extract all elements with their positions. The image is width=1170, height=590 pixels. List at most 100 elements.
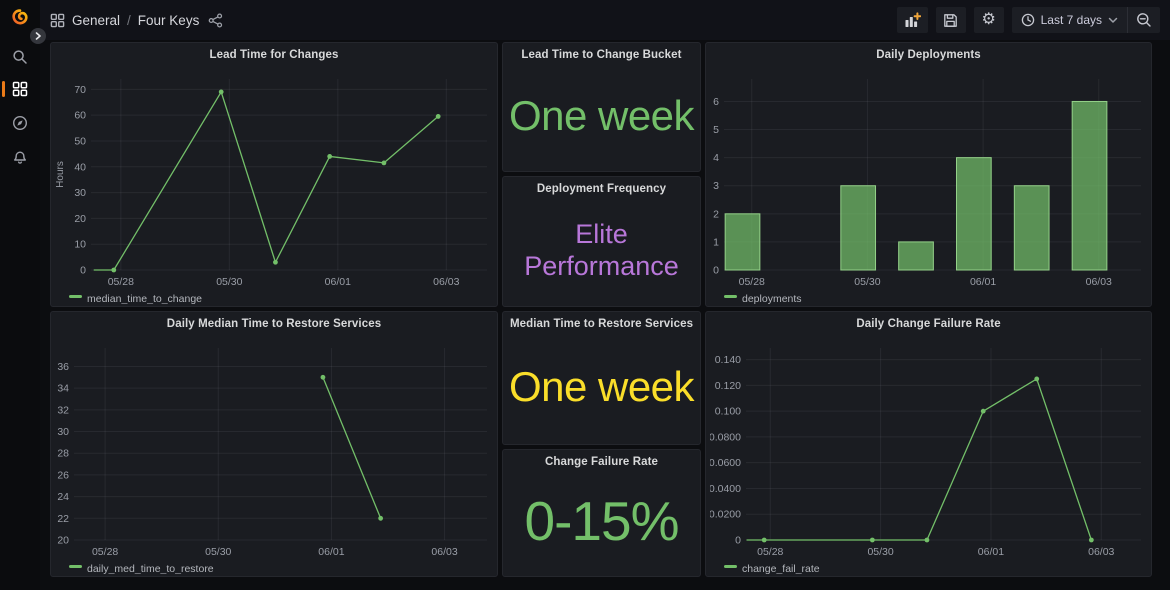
- svg-text:34: 34: [57, 383, 69, 395]
- svg-text:0.0600: 0.0600: [710, 457, 741, 469]
- daily-deployments-chart[interactable]: 05/28 05/30 06/01 06/03 0 1 2 3 4 5 6 deployments: [710, 67, 1147, 304]
- svg-text:30: 30: [74, 187, 86, 199]
- svg-text:06/03: 06/03: [431, 546, 457, 558]
- panel-title[interactable]: Change Failure Rate: [544, 456, 659, 468]
- clock-icon: [1021, 13, 1035, 27]
- svg-text:05/30: 05/30: [854, 276, 880, 288]
- svg-text:20: 20: [74, 213, 86, 225]
- divider: [1127, 7, 1128, 33]
- stat-value: 0-15%: [524, 490, 680, 553]
- breadcrumb-folder[interactable]: General: [72, 12, 121, 28]
- compass-icon: [12, 115, 28, 131]
- save-dashboard-button[interactable]: [935, 7, 966, 33]
- svg-text:32: 32: [57, 404, 69, 416]
- panel-title[interactable]: Median Time to Restore Services: [509, 318, 694, 330]
- panel-daily-change-failure-rate: Daily Change Failure Rate 05/28 05/30 06/0…: [705, 311, 1152, 577]
- panel-title[interactable]: Daily Deployments: [876, 49, 981, 61]
- gear-icon: ⚙: [981, 11, 996, 28]
- svg-text:06/01: 06/01: [970, 276, 996, 288]
- sidebar-item-search[interactable]: [0, 44, 40, 70]
- svg-text:06/03: 06/03: [433, 276, 459, 288]
- panel-lead-time-for-changes: Lead Time for Changes 05/28 05/30 06/01 06/…: [50, 42, 498, 307]
- sidebar-expand-button[interactable]: [30, 28, 46, 44]
- svg-text:4: 4: [713, 152, 719, 164]
- svg-text:change_fail_rate: change_fail_rate: [742, 563, 820, 574]
- svg-text:06/03: 06/03: [1086, 276, 1112, 288]
- stat-value: Elite Performance: [524, 219, 679, 281]
- sidebar-item-explore[interactable]: [0, 110, 40, 136]
- svg-text:0.0200: 0.0200: [710, 509, 741, 521]
- add-panel-icon: [904, 11, 921, 29]
- panel-lead-time-to-change-bucket: Lead Time to Change Bucket One week: [502, 42, 701, 172]
- time-range-picker[interactable]: Last 7 days: [1012, 7, 1127, 33]
- chevron-down-icon: [1108, 17, 1118, 24]
- dashboards-breadcrumb-icon: [50, 13, 65, 28]
- svg-text:0: 0: [80, 265, 86, 277]
- svg-text:30: 30: [57, 426, 69, 438]
- svg-text:60: 60: [74, 110, 86, 122]
- grafana-logo[interactable]: [10, 8, 30, 28]
- svg-text:3: 3: [713, 180, 719, 192]
- panel-title[interactable]: Deployment Frequency: [536, 183, 667, 195]
- lead-time-chart[interactable]: 05/28 05/30 06/01 06/03 0 10 20 30 40 50 60 70 Hours…: [55, 67, 493, 304]
- svg-text:20: 20: [57, 535, 69, 547]
- svg-text:6: 6: [713, 96, 719, 108]
- chevron-right-icon: [34, 32, 42, 40]
- panel-title[interactable]: Lead Time to Change Bucket: [521, 49, 682, 61]
- svg-text:0.0400: 0.0400: [710, 483, 741, 495]
- sidebar: [0, 0, 40, 590]
- share-icon[interactable]: [208, 12, 223, 28]
- svg-text:0: 0: [735, 535, 741, 547]
- svg-text:Hours: Hours: [55, 161, 66, 188]
- svg-text:24: 24: [57, 491, 69, 503]
- svg-text:40: 40: [74, 161, 86, 173]
- panel-title[interactable]: Daily Median Time to Restore Services: [166, 318, 382, 330]
- zoom-out-icon: [1136, 12, 1152, 28]
- svg-text:median_time_to_change: median_time_to_change: [87, 293, 202, 304]
- panel-daily-deployments: Daily Deployments 05/28 05/30 06/01 06/03 0 1…: [705, 42, 1152, 307]
- zoom-out-button[interactable]: [1128, 7, 1160, 33]
- panel-title[interactable]: Lead Time for Changes: [209, 49, 339, 61]
- svg-text:1: 1: [713, 236, 719, 248]
- svg-text:daily_med_time_to_restore: daily_med_time_to_restore: [87, 563, 214, 574]
- panel-title[interactable]: Daily Change Failure Rate: [856, 318, 1001, 330]
- svg-text:22: 22: [57, 513, 69, 525]
- svg-text:50: 50: [74, 135, 86, 147]
- dashboard-settings-button[interactable]: ⚙: [973, 7, 1004, 33]
- topbar: General / Four Keys ⚙ Last 7 days: [40, 0, 1170, 40]
- svg-text:0: 0: [713, 265, 719, 277]
- stat-value: One week: [508, 362, 695, 410]
- svg-text:70: 70: [74, 84, 86, 96]
- sidebar-item-dashboards[interactable]: [0, 76, 40, 102]
- breadcrumb-separator: /: [127, 12, 131, 28]
- dashboards-icon: [12, 81, 28, 97]
- svg-text:05/30: 05/30: [205, 546, 231, 558]
- svg-text:06/01: 06/01: [325, 276, 351, 288]
- svg-text:2: 2: [713, 208, 719, 220]
- save-icon: [943, 13, 958, 28]
- svg-text:05/30: 05/30: [216, 276, 242, 288]
- dashboard-canvas: Lead Time for Changes 05/28 05/30 06/01 06/…: [40, 40, 1170, 590]
- bell-icon: [12, 150, 28, 166]
- svg-text:5: 5: [713, 124, 719, 136]
- panel-change-failure-rate: Change Failure Rate 0-15%: [502, 449, 701, 577]
- daily-restore-chart[interactable]: 05/28 05/30 06/01 06/03 20 22 24 26 28 30 32 34 36 da…: [55, 336, 493, 574]
- svg-text:06/03: 06/03: [1088, 546, 1114, 558]
- svg-text:36: 36: [57, 361, 69, 373]
- svg-text:26: 26: [57, 469, 69, 481]
- add-panel-button[interactable]: [896, 7, 928, 33]
- stat-value: One week: [508, 91, 695, 139]
- svg-text:0.0800: 0.0800: [710, 431, 741, 443]
- svg-text:05/28: 05/28: [92, 546, 118, 558]
- time-range-label: Last 7 days: [1040, 13, 1102, 27]
- svg-text:0.120: 0.120: [715, 380, 741, 392]
- sidebar-item-alerting[interactable]: [0, 145, 40, 171]
- daily-cfr-chart[interactable]: 05/28 05/30 06/01 06/03 0 0.0200 0.0400 0.0600 0…: [710, 336, 1147, 574]
- breadcrumb: General / Four Keys: [50, 13, 223, 28]
- svg-text:05/28: 05/28: [739, 276, 765, 288]
- search-icon: [12, 49, 28, 65]
- toolbar-actions: ⚙ Last 7 days: [896, 7, 1160, 33]
- panel-median-time-to-restore: Median Time to Restore Services One week: [502, 311, 701, 445]
- svg-text:06/01: 06/01: [978, 546, 1004, 558]
- svg-text:deployments: deployments: [742, 293, 802, 304]
